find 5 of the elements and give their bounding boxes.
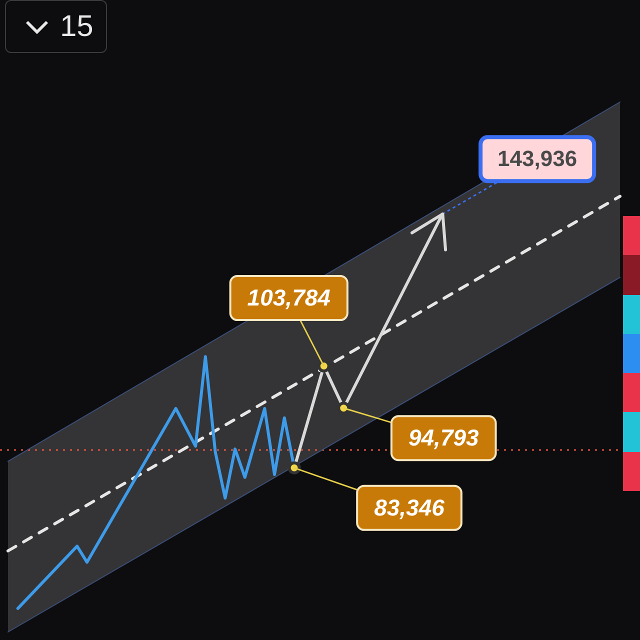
data-label: 103,784 [247, 284, 331, 310]
data-label: 83,346 [374, 494, 445, 520]
data-label: 143,936 [498, 146, 578, 172]
data-label: 94,793 [408, 424, 479, 450]
text: 15 [60, 10, 94, 44]
